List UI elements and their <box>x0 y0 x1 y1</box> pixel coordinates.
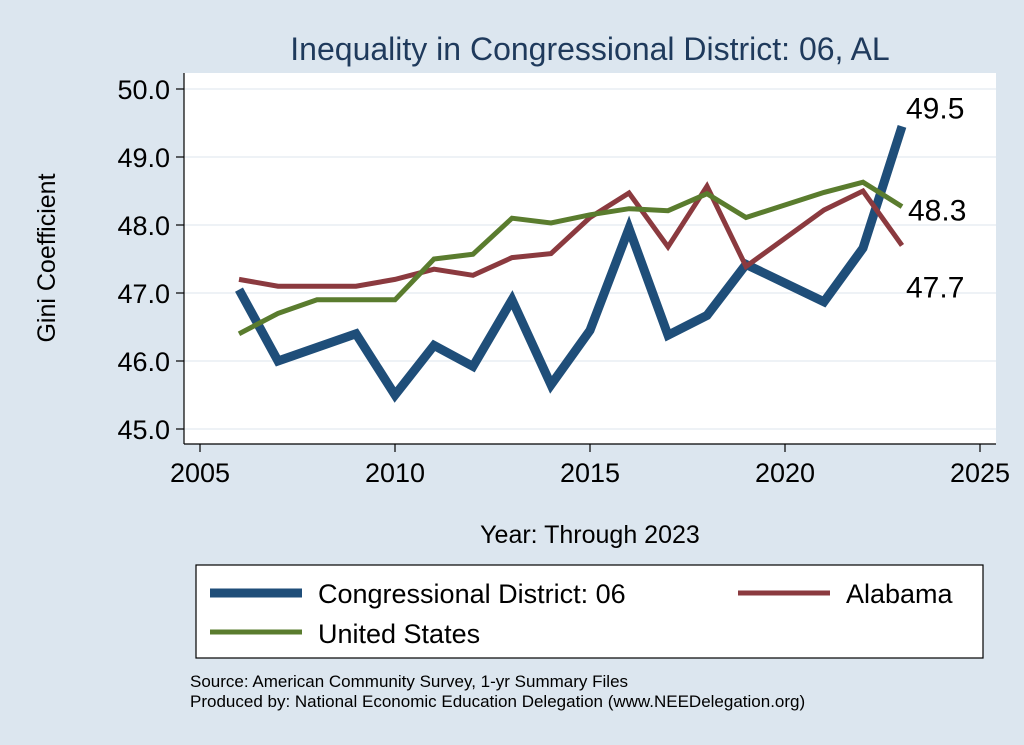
axes: 45.0 46.0 47.0 48.0 49.0 50.0 2005 2010 2015 2020… <box>117 73 1010 488</box>
series-lines <box>235 125 907 403</box>
x-axis-title: Year: Through 2023 <box>480 521 700 549</box>
x-tick-label: 2020 <box>755 458 815 488</box>
legend-label-united-states: United States <box>318 619 480 649</box>
legend-label-alabama: Alabama <box>846 579 954 609</box>
end-labels: 49.5 47.7 48.3 <box>906 92 966 304</box>
x-tick-label: 2015 <box>560 458 620 488</box>
x-tick-label: 2025 <box>950 458 1010 488</box>
series-line-district <box>235 125 907 403</box>
y-tick-label: 49.0 <box>117 143 170 173</box>
series-line-alabama <box>238 181 905 289</box>
x-tick-label: 2005 <box>170 458 230 488</box>
y-tick-label: 48.0 <box>117 211 170 241</box>
series-line-united-states <box>237 179 904 337</box>
plot-area <box>184 73 996 444</box>
source-line: Source: American Community Survey, 1-yr … <box>190 672 628 691</box>
chart-title: Inequality in Congressional District: 06… <box>290 31 889 67</box>
y-tick-label: 50.0 <box>117 75 170 105</box>
y-axis-title: Gini Coefficient <box>33 173 61 342</box>
y-tick-label: 47.0 <box>117 279 170 309</box>
grid-lines <box>184 88 996 430</box>
y-tick-label: 45.0 <box>117 415 170 445</box>
end-label-alabama: 47.7 <box>906 271 964 304</box>
produced-by-line: Produced by: National Economic Education… <box>190 692 805 711</box>
end-label-district: 49.5 <box>906 92 964 125</box>
legend: Congressional District: 06 Alabama Unite… <box>195 564 984 659</box>
legend-label-district: Congressional District: 06 <box>318 579 626 609</box>
legend-box <box>195 564 984 659</box>
y-tick-label: 46.0 <box>117 347 170 377</box>
end-label-united-states: 48.3 <box>908 195 966 228</box>
x-tick-label: 2010 <box>365 458 425 488</box>
